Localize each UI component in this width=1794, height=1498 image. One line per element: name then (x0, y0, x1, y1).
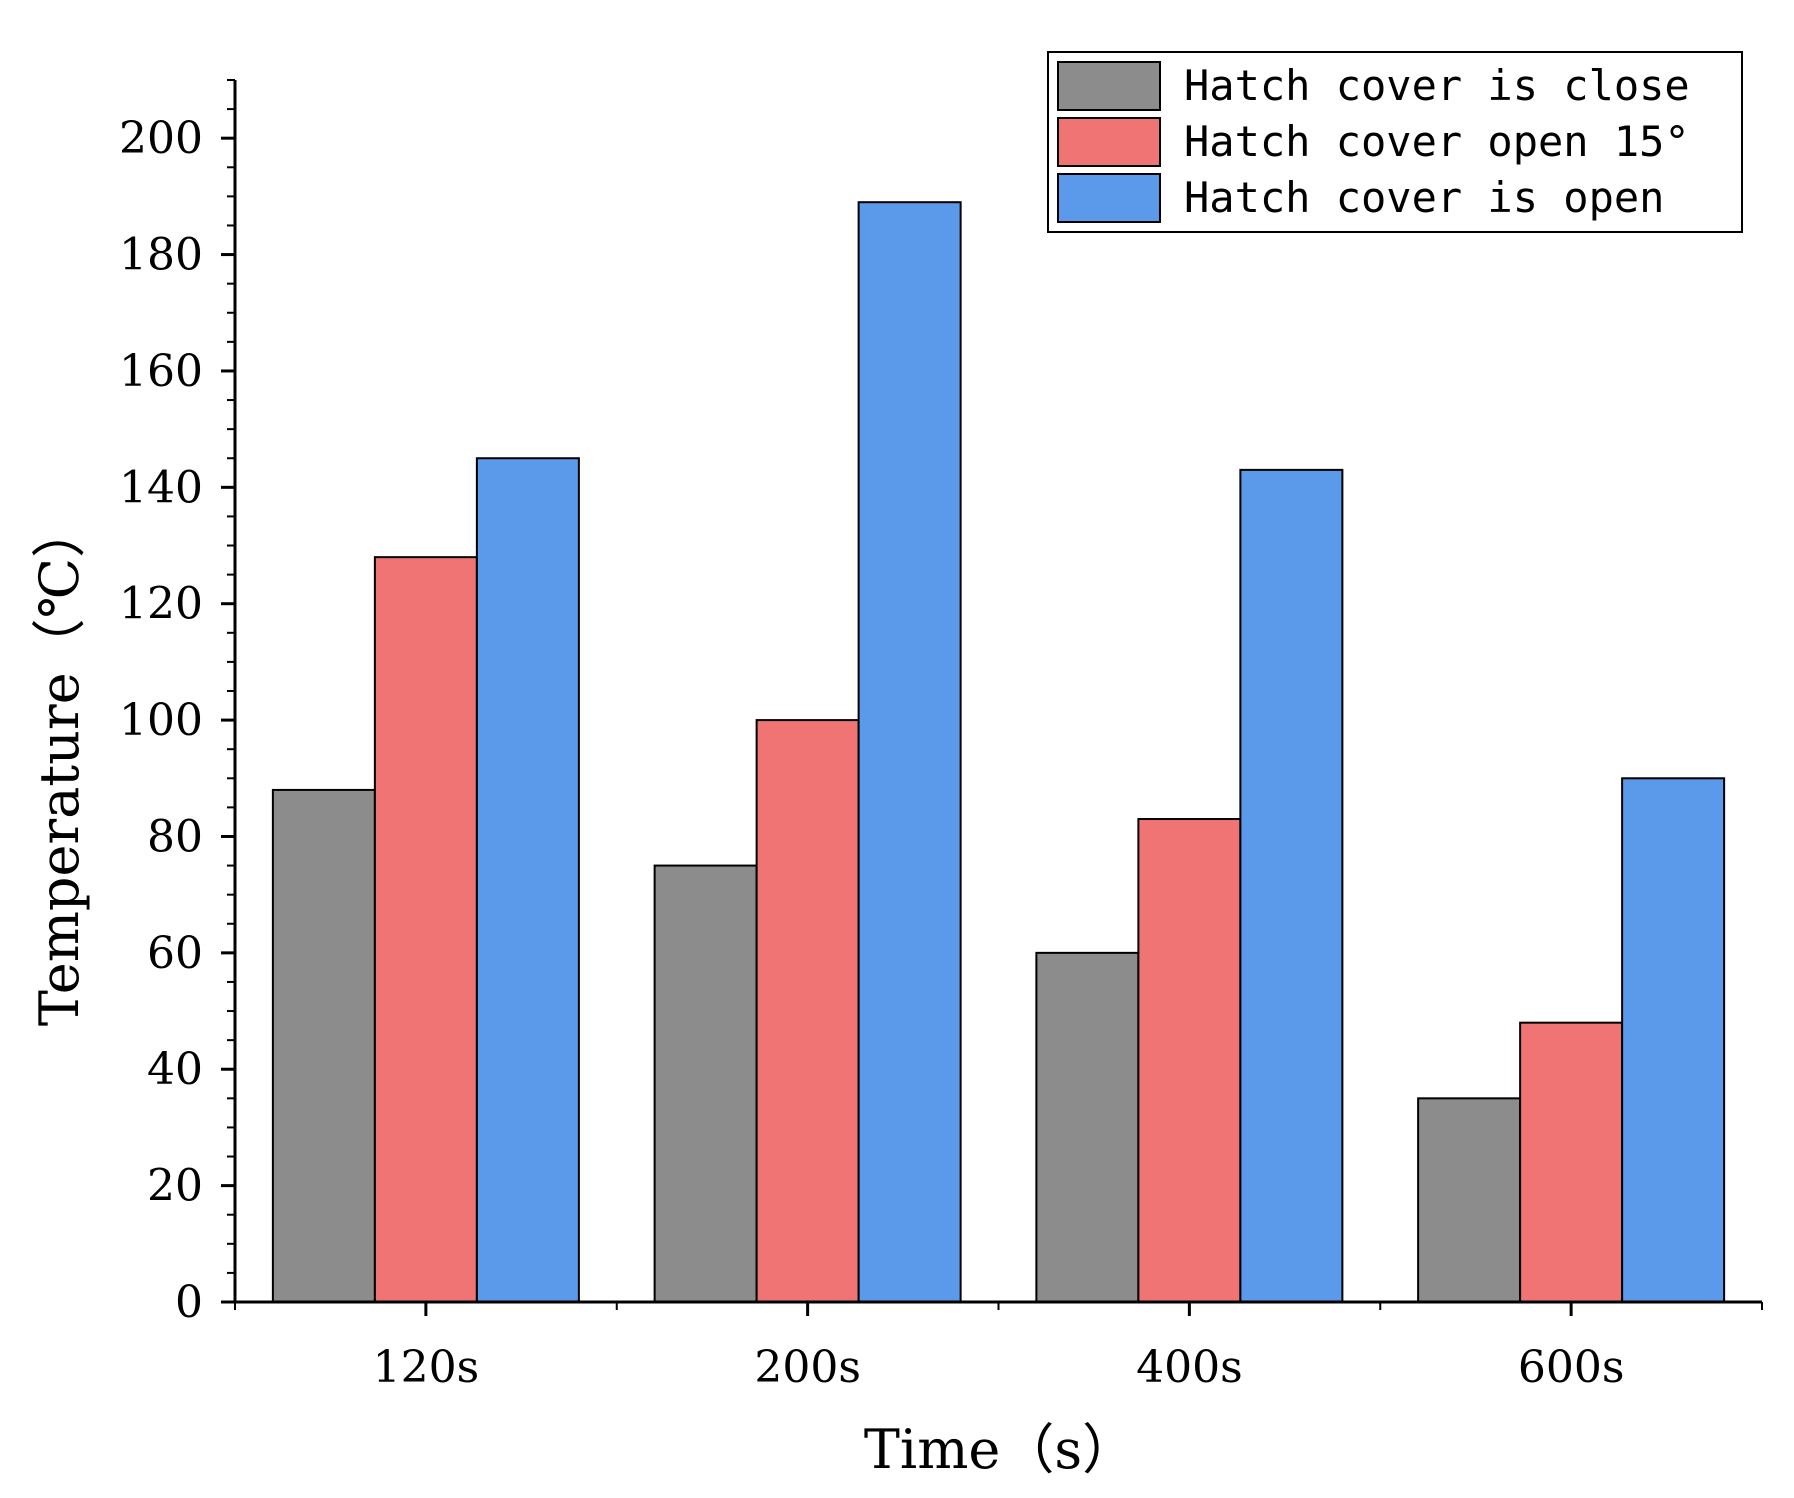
y-tick-label: 200 (119, 113, 203, 164)
bar-400s-series-1 (1035, 951, 1140, 1303)
legend-swatch-2 (1057, 117, 1161, 167)
y-tick-label: 20 (147, 1161, 203, 1212)
legend-label-1: Hatch cover is close (1184, 61, 1690, 110)
bar-120s-series-2 (373, 556, 478, 1303)
legend-label-3: Hatch cover is open (1184, 173, 1664, 222)
y-tick-label: 160 (119, 346, 203, 397)
legend-swatch-3 (1057, 173, 1161, 223)
y-tick-label: 60 (147, 928, 203, 979)
y-tick-label: 180 (119, 230, 203, 281)
bars-layer (271, 201, 1726, 1304)
y-tick-label: 80 (147, 811, 203, 862)
bar-200s-series-3 (857, 201, 962, 1304)
legend-swatch-1 (1057, 61, 1161, 111)
y-tick-label: 40 (147, 1044, 203, 1095)
axes-layer: 0 20 40 60 80 100 120 140 160 180 200 120s 200s 400s 6… (119, 79, 1763, 1393)
y-tick-label: 120 (119, 579, 203, 630)
x-axis-title: Time（s） (864, 1418, 1136, 1481)
y-tick-label: 0 (175, 1277, 203, 1328)
y-axis-title: Temperature（℃） (28, 504, 91, 1026)
bar-120s-series-1 (271, 788, 376, 1303)
y-tick-label: 100 (119, 695, 203, 746)
x-tick-label: 600s (1518, 1342, 1625, 1393)
x-tick-label: 120s (373, 1342, 480, 1393)
x-tick-label: 400s (1136, 1342, 1243, 1393)
bar-200s-series-1 (653, 864, 758, 1303)
y-tick-label: 140 (119, 462, 203, 513)
bar-400s-series-2 (1137, 818, 1242, 1303)
legend-label-2: Hatch cover open 15° (1184, 117, 1690, 166)
bar-600s-series-1 (1417, 1097, 1522, 1304)
bar-200s-series-2 (755, 719, 860, 1303)
bar-600s-series-2 (1519, 1021, 1624, 1304)
legend: Hatch cover is close Hatch cover open 15°… (1047, 51, 1743, 233)
bar-400s-series-3 (1239, 468, 1344, 1303)
legend-box (1047, 51, 1743, 233)
x-tick-label: 200s (754, 1342, 861, 1393)
bar-120s-series-3 (475, 457, 580, 1303)
bar-600s-series-3 (1621, 777, 1726, 1303)
